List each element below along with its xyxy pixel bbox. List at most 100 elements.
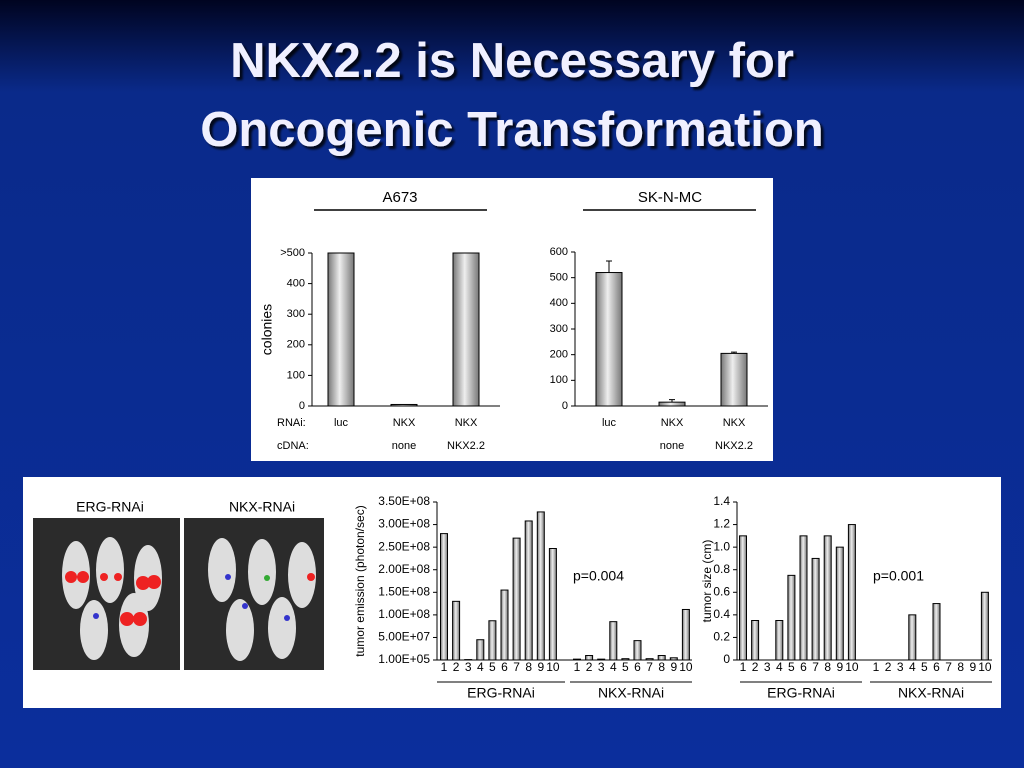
x-tick-label: 2 xyxy=(586,660,593,674)
x-tick-label: 8 xyxy=(658,660,665,674)
title-line: NKX2.2 is Necessary for xyxy=(230,34,794,88)
y-tick-label: 300 xyxy=(287,308,305,320)
mouse-image xyxy=(184,518,324,670)
y-tick-label: 1.00E+08 xyxy=(378,607,430,621)
x-tick-label: 3 xyxy=(465,660,472,674)
x-tick-label: NKX xyxy=(455,417,478,429)
bar xyxy=(824,536,831,660)
image-label: ERG-RNAi xyxy=(76,499,144,515)
y-tick-label: 0 xyxy=(723,652,730,666)
y-tick-label: 100 xyxy=(550,374,568,386)
y-tick-label: 5.00E+07 xyxy=(378,630,430,644)
bar xyxy=(682,609,689,660)
x-tick-label: 4 xyxy=(610,660,617,674)
x-sub-label: NKX2.2 xyxy=(447,440,485,452)
x-tick-label: 7 xyxy=(513,660,520,674)
y-tick-label: 3.50E+08 xyxy=(378,494,430,508)
row-label: cDNA: xyxy=(277,440,309,452)
x-tick-label: 9 xyxy=(836,660,843,674)
group-label: NKX-RNAi xyxy=(898,685,964,701)
annotation: p=0.004 xyxy=(573,568,624,584)
x-tick-label: 10 xyxy=(546,660,560,674)
chart-title: A673 xyxy=(382,189,417,206)
x-tick-label: 1 xyxy=(574,660,581,674)
x-tick-label: NKX xyxy=(661,417,684,429)
y-tick-label: 2.50E+08 xyxy=(378,539,430,553)
y-tick-label: 0 xyxy=(299,400,305,412)
x-tick-label: 5 xyxy=(489,660,496,674)
x-tick-label: NKX xyxy=(723,417,746,429)
bar xyxy=(328,253,354,406)
x-tick-label: 4 xyxy=(909,660,916,674)
x-tick-label: 1 xyxy=(441,660,448,674)
bar xyxy=(489,621,496,660)
y-tick-label: 1.2 xyxy=(713,517,730,531)
x-tick-label: 4 xyxy=(776,660,783,674)
x-tick-label: NKX xyxy=(393,417,416,429)
y-tick-label: 1.00E+05 xyxy=(378,652,430,666)
bar xyxy=(933,604,940,660)
image-label: NKX-RNAi xyxy=(229,499,295,515)
x-tick-label: 4 xyxy=(477,660,484,674)
bar xyxy=(441,534,448,660)
x-tick-label: 2 xyxy=(453,660,460,674)
x-tick-label: 5 xyxy=(622,660,629,674)
group-label: ERG-RNAi xyxy=(767,685,835,701)
y-tick-label: 0.8 xyxy=(713,562,730,576)
y-tick-label: >500 xyxy=(280,247,305,259)
bar xyxy=(752,621,759,661)
bar xyxy=(453,253,479,406)
bar xyxy=(610,622,617,660)
bar xyxy=(909,615,916,660)
bar xyxy=(848,525,855,660)
y-tick-label: 1.0 xyxy=(713,539,730,553)
x-tick-label: 8 xyxy=(957,660,964,674)
mouse-image xyxy=(33,518,180,670)
bar xyxy=(596,273,622,406)
title-line: Oncogenic Transformation xyxy=(200,103,823,157)
bar xyxy=(812,558,819,660)
bar xyxy=(981,592,988,660)
y-tick-label: 600 xyxy=(550,246,568,258)
x-tick-label: 10 xyxy=(978,660,992,674)
bar xyxy=(477,640,484,660)
group-label: NKX-RNAi xyxy=(598,685,664,701)
y-tick-label: 100 xyxy=(287,369,305,381)
x-tick-label: 7 xyxy=(646,660,653,674)
chart-title: SK-N-MC xyxy=(638,189,702,206)
bar xyxy=(836,547,843,660)
y-tick-label: 300 xyxy=(550,323,568,335)
x-tick-label: 8 xyxy=(525,660,532,674)
x-tick-label: 1 xyxy=(740,660,747,674)
x-tick-label: luc xyxy=(602,417,617,429)
bar xyxy=(721,353,747,406)
y-axis-label: tumor emission (photon/sec) xyxy=(353,505,367,656)
y-tick-label: 1.4 xyxy=(713,494,730,508)
bar xyxy=(788,575,795,660)
y-tick-label: 3.00E+08 xyxy=(378,517,430,531)
x-tick-label: luc xyxy=(334,417,349,429)
x-tick-label: 5 xyxy=(921,660,928,674)
x-tick-label: 2 xyxy=(885,660,892,674)
x-tick-label: 1 xyxy=(873,660,880,674)
x-tick-label: 3 xyxy=(897,660,904,674)
bar xyxy=(800,536,807,660)
bar xyxy=(501,590,508,660)
y-tick-label: 0.2 xyxy=(713,630,730,644)
bar xyxy=(525,521,532,660)
x-tick-label: 2 xyxy=(752,660,759,674)
x-tick-label: 7 xyxy=(812,660,819,674)
bar xyxy=(659,402,685,406)
bar xyxy=(776,621,783,661)
x-tick-label: 6 xyxy=(933,660,940,674)
bar xyxy=(391,404,417,406)
y-tick-label: 1.50E+08 xyxy=(378,584,430,598)
x-tick-label: 9 xyxy=(969,660,976,674)
x-tick-label: 9 xyxy=(670,660,677,674)
x-tick-label: 6 xyxy=(501,660,508,674)
x-tick-label: 8 xyxy=(824,660,831,674)
x-tick-label: 3 xyxy=(764,660,771,674)
y-tick-label: 400 xyxy=(550,297,568,309)
x-tick-label: 6 xyxy=(800,660,807,674)
